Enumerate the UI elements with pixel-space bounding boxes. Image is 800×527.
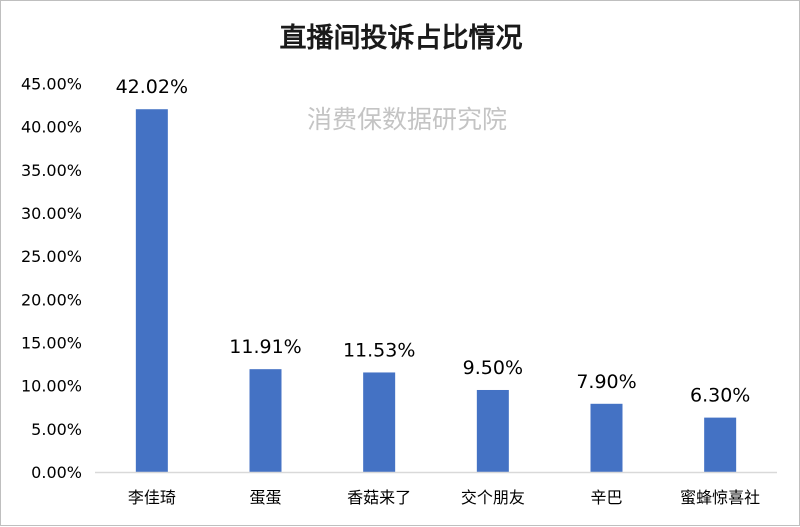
data-label: 42.02% (116, 76, 188, 98)
y-tick-label: 10.00% (21, 377, 82, 396)
y-tick-label: 30.00% (21, 204, 82, 223)
x-tick-label: 香菇来了 (347, 488, 411, 507)
data-labels: 42.02% 11.91% 11.53% 9.50% 7.90% 6.30% (116, 76, 751, 406)
data-label: 7.90% (576, 371, 636, 393)
data-label: 6.30% (690, 385, 750, 407)
y-tick-label: 45.00% (21, 75, 82, 94)
bar (363, 372, 396, 472)
bar (590, 403, 623, 472)
y-tick-label: 0.00% (31, 463, 82, 482)
data-label: 9.50% (463, 357, 523, 379)
bar (249, 369, 282, 472)
chart-title: 直播间投诉占比情况 (280, 23, 523, 54)
watermark-text: 消费保数据研究院 (307, 105, 507, 134)
y-axis: 0.00% 5.00% 10.00% 15.00% 20.00% 25.00% 30.00%… (21, 75, 82, 483)
y-tick-label: 25.00% (21, 247, 82, 266)
y-tick-label: 5.00% (31, 420, 82, 439)
y-tick-label: 35.00% (21, 161, 82, 180)
data-label: 11.91% (229, 336, 301, 358)
bars (135, 109, 737, 473)
x-tick-label: 蛋蛋 (249, 488, 281, 507)
x-tick-label: 蜜蜂惊喜社 (680, 488, 760, 507)
x-tick-label: 交个朋友 (461, 488, 525, 507)
bar (135, 109, 168, 473)
bar (704, 417, 737, 472)
y-tick-label: 20.00% (21, 290, 82, 309)
y-tick-label: 15.00% (21, 334, 82, 353)
x-axis: 李佳琦 蛋蛋 香菇来了 交个朋友 辛巴 蜜蜂惊喜社 (95, 471, 777, 507)
y-tick-label: 40.00% (21, 118, 82, 137)
bar (476, 389, 509, 472)
data-label: 11.53% (343, 339, 415, 361)
x-tick-label: 李佳琦 (128, 488, 176, 507)
x-tick-label: 辛巴 (590, 488, 622, 507)
